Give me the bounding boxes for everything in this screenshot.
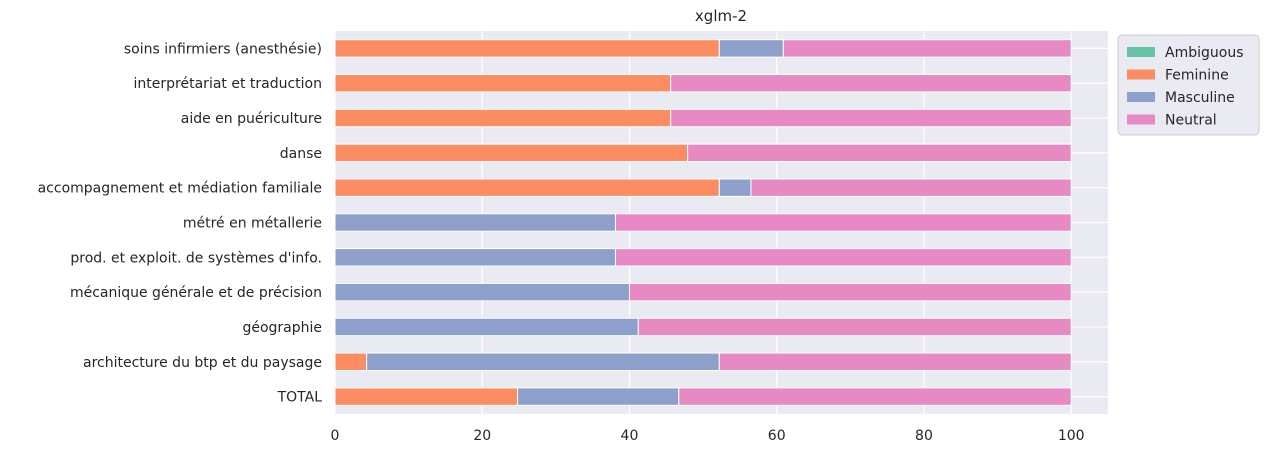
bar-segment-neutral (614, 213, 1072, 232)
legend-label: Ambiguous (1165, 45, 1243, 61)
x-tick-label: 0 (331, 428, 340, 444)
bar-segment-feminine (334, 74, 672, 93)
y-tick-label: soins infirmiers (anesthésie) (124, 41, 322, 57)
legend-label: Masculine (1165, 90, 1235, 106)
bar-segment-feminine (334, 143, 689, 163)
bar-segment-feminine (334, 387, 519, 406)
y-tick-label: géographie (242, 320, 322, 336)
bar-segment-feminine (334, 39, 720, 58)
bar-segment-masculine (718, 178, 752, 197)
bar-segment-neutral (670, 74, 1072, 93)
legend-swatch (1127, 114, 1155, 125)
legend-swatch (1127, 92, 1155, 102)
y-tick-label: danse (280, 146, 322, 162)
bar-segment-neutral (637, 317, 1072, 337)
bar-segment-masculine (718, 39, 784, 58)
bar-segment-neutral (614, 248, 1072, 267)
bar-segment-neutral (670, 108, 1072, 128)
x-tick-label: 40 (621, 428, 639, 444)
bar-segment-feminine (334, 352, 368, 371)
legend-swatch (1127, 47, 1155, 57)
bar-segment-neutral (782, 39, 1072, 58)
y-tick-label: aide en puériculture (181, 111, 322, 127)
bar-segment-neutral (687, 143, 1072, 163)
bar-segment-feminine (334, 178, 720, 197)
y-tick-label: métré en métallerie (183, 216, 322, 232)
legend-label: Neutral (1165, 113, 1217, 129)
y-tick-labels: soins infirmiers (anesthésie) interprétar… (38, 41, 323, 405)
y-tick-label: prod. et exploit. de systèmes d'info. (70, 250, 322, 266)
x-tick-label: 80 (915, 428, 933, 444)
bar-segment-neutral (750, 178, 1072, 197)
bar-segment-neutral (628, 282, 1072, 302)
x-tick-label: 20 (473, 428, 491, 444)
bar-segment-masculine (334, 317, 639, 337)
bar-segment-feminine (334, 108, 672, 128)
y-tick-label: interprétariat et traduction (134, 76, 322, 92)
chart-title: xglm-2 (695, 7, 747, 25)
x-tick-label: 100 (1058, 428, 1085, 444)
bar-segment-neutral (718, 352, 1072, 371)
legend-swatch (1127, 69, 1155, 80)
bar-segment-masculine (334, 282, 630, 302)
bar-segment-masculine (517, 387, 680, 406)
bars (334, 39, 1072, 406)
y-tick-label: mécanique générale et de précision (70, 285, 322, 301)
bar-segment-masculine (366, 352, 720, 371)
y-tick-label: architecture du btp et du paysage (83, 355, 322, 371)
x-tick-label: 60 (768, 428, 786, 444)
y-tick-label: accompagnement et médiation familiale (38, 181, 322, 197)
bar-segment-masculine (334, 248, 616, 267)
legend-label: Feminine (1165, 68, 1229, 84)
y-tick-label: TOTAL (277, 390, 323, 406)
legend: Ambiguous Feminine Masculine Neutral (1117, 34, 1260, 136)
x-tick-labels: 0 20 40 60 80 100 (331, 428, 1085, 444)
bar-segment-masculine (334, 213, 616, 232)
bar-segment-neutral (678, 387, 1072, 406)
legend-frame (1117, 34, 1260, 136)
